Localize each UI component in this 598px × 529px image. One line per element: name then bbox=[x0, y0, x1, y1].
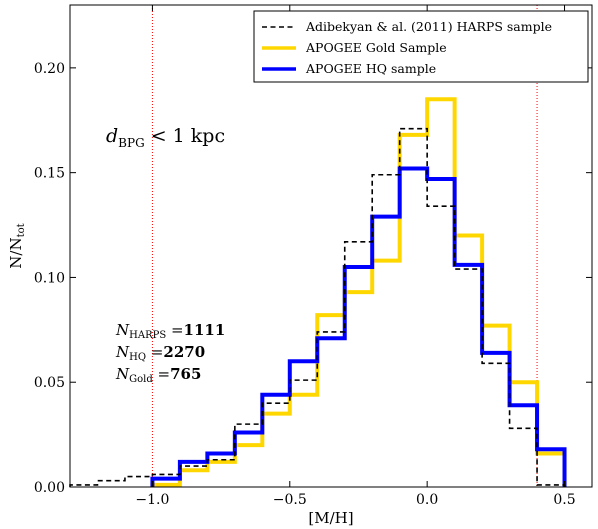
count-harps-sub: HARPS bbox=[129, 330, 166, 341]
x-tick-label: 0.0 bbox=[416, 492, 438, 508]
y-tick-label: 0.10 bbox=[34, 270, 65, 286]
legend-label-gold: APOGEE Gold Sample bbox=[305, 40, 447, 55]
distance-text: < 1 kpc bbox=[145, 125, 225, 147]
x-tick-label: 0.5 bbox=[553, 492, 575, 508]
series-2 bbox=[150, 166, 567, 487]
count-harps: NHARPS =1111 bbox=[115, 321, 225, 341]
axis-ticks: −1.0 −0.5 0.0 0.5 0.00 0.05 0.10 0.15 0.20 bbox=[34, 5, 592, 508]
legend-label-harps: Adibekyan & al. (2011) HARPS sample bbox=[305, 19, 552, 34]
count-hq-symbol: N bbox=[115, 343, 130, 361]
reference-lines bbox=[151, 5, 538, 487]
y-tick-label: 0.05 bbox=[34, 375, 65, 391]
y-axis-label: N/Ntot bbox=[7, 223, 27, 268]
series-step-line bbox=[150, 166, 567, 487]
series-0 bbox=[69, 127, 566, 487]
count-gold-sub: Gold bbox=[129, 374, 153, 385]
distance-annotation: dBPG < 1 kpc bbox=[106, 125, 225, 150]
y-tick-label: 0.20 bbox=[34, 61, 65, 77]
y-axis-label-main: N/N bbox=[7, 237, 25, 268]
distance-subscript: BPG bbox=[118, 136, 144, 150]
x-axis-label: [M/H] bbox=[308, 509, 353, 527]
y-tick-label: 0.00 bbox=[34, 480, 65, 496]
plot-frame bbox=[69, 4, 593, 488]
count-harps-eq: = bbox=[166, 321, 183, 339]
count-harps-symbol: N bbox=[115, 321, 130, 339]
series-1 bbox=[150, 97, 567, 487]
count-gold: NGold =765 bbox=[115, 365, 201, 385]
count-hq-eq: = bbox=[146, 343, 163, 361]
x-tick-label: −1.0 bbox=[135, 492, 169, 508]
count-gold-eq: = bbox=[153, 365, 170, 383]
y-axis-label-sub: tot bbox=[16, 223, 27, 237]
count-hq: NHQ =2270 bbox=[115, 343, 205, 363]
series-layer bbox=[69, 97, 567, 487]
series-step-line bbox=[69, 127, 566, 487]
count-hq-sub: HQ bbox=[129, 352, 146, 363]
legend-box bbox=[253, 10, 589, 83]
legend-label-hq: APOGEE HQ sample bbox=[305, 61, 436, 76]
count-gold-value: 765 bbox=[170, 365, 201, 383]
count-hq-value: 2270 bbox=[163, 343, 205, 361]
distance-symbol: d bbox=[106, 125, 118, 147]
series-step-line bbox=[150, 97, 567, 487]
y-tick-label: 0.15 bbox=[34, 166, 65, 182]
legend: Adibekyan & al. (2011) HARPS sample APOG… bbox=[253, 10, 589, 83]
count-annotations: NHARPS =1111 NHQ =2270 NGold =765 bbox=[115, 321, 225, 385]
count-harps-value: 1111 bbox=[184, 321, 226, 339]
x-tick-label: −0.5 bbox=[273, 492, 307, 508]
count-gold-symbol: N bbox=[115, 365, 130, 383]
